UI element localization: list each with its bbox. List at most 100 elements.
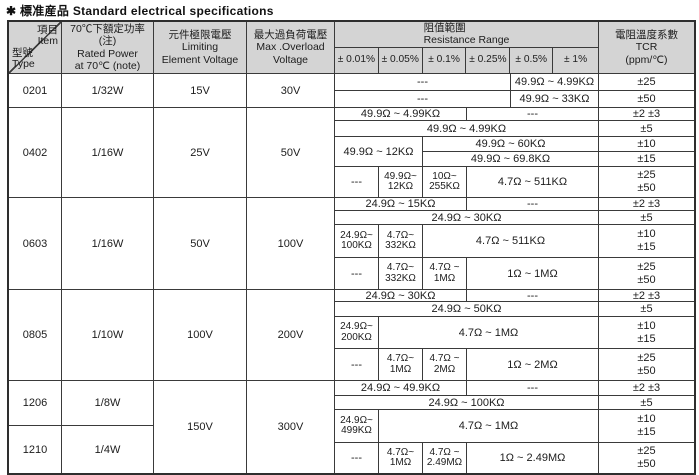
header-tolerance-05: ± 0.5% [510, 47, 554, 73]
resistance-cell: --- [335, 349, 379, 380]
block-1206-1210: 1206 1210 1/8W 1/4W 150V 300V 24.9Ω ~ 49… [9, 381, 694, 473]
tcr-cell: ±50 [637, 93, 656, 105]
block-0805: 0805 1/10W 100V 200V 24.9Ω ~ 30KΩ --- ±2… [9, 290, 694, 381]
resistance-cell: 24.9Ω~ 100KΩ [335, 225, 379, 257]
tcr-cell: ±2 ±3 [632, 382, 661, 394]
type-cell: 0603 [9, 198, 62, 289]
resistance-cell: --- [335, 443, 379, 473]
resistance-cell: --- [467, 290, 599, 302]
resistance-cell: 24.9Ω ~ 15KΩ [335, 198, 467, 210]
resistance-cell: 10Ω~ 255KΩ [423, 167, 467, 197]
resistance-cell: 24.9Ω ~ 50KΩ [335, 302, 599, 316]
corner-item-label: 項目 Item [37, 24, 58, 47]
overload-cell: 30V [247, 74, 335, 107]
tcr-cell: ±25 ±50 [637, 445, 656, 470]
overload-cell: 50V [247, 108, 335, 197]
power-cell: 1/32W [62, 74, 154, 107]
header-rated-power: 70℃下額定功率(注) Rated Power at 70℃ (note) [62, 22, 154, 73]
resistance-cell: 24.9Ω~ 499KΩ [335, 410, 379, 442]
tcr-cell: ±25 ±50 [637, 169, 656, 194]
header-tcr: 電阻溫度系數 TCR (ppm/℃) [615, 28, 678, 66]
resistance-cell: --- [467, 381, 599, 395]
header-tolerance-row: ± 0.01% ± 0.05% ± 0.1% ± 0.25% ± 0.5% ± … [335, 47, 598, 73]
resistance-cell: 4.7Ω ~ 2MΩ [423, 349, 467, 380]
resistance-cell: 4.7Ω ~ 1MΩ [379, 317, 599, 348]
type-cell: 0805 [9, 290, 62, 380]
resistance-cell: 1Ω ~ 1MΩ [467, 258, 599, 289]
overload-cell: 100V [247, 198, 335, 289]
header-tolerance-1: ± 1% [563, 54, 588, 66]
header-limiting-voltage: 元件極限電壓 Limiting Element Voltage [154, 22, 247, 73]
header-tolerance-01: ± 0.1% [423, 47, 467, 73]
limiting-cell: 25V [154, 108, 247, 197]
page-title: ✱ 標准産品 Standard electrical specification… [6, 4, 274, 18]
resistance-cell: --- [467, 198, 599, 210]
header-resistance-range: 阻值範圍 Resistance Range [335, 22, 598, 48]
tcr-cell: ±15 [637, 152, 656, 165]
header-tolerance-005: ± 0.05% [379, 47, 423, 73]
header-overload-voltage: 最大過負荷電壓 Max .Overload Voltage [247, 22, 335, 73]
tcr-cell: ±2 ±3 [632, 289, 661, 302]
resistance-cell: 24.9Ω ~ 49.9KΩ [335, 381, 467, 395]
resistance-cell: 1Ω ~ 2MΩ [467, 349, 599, 380]
tcr-cell: ±10 [637, 137, 656, 150]
resistance-cell: 1Ω ~ 2.49MΩ [467, 443, 599, 473]
resistance-cell: 49.9Ω ~ 33KΩ [511, 91, 599, 107]
limiting-cell: 50V [154, 198, 247, 289]
tcr-cell: ±10 ±15 [637, 413, 656, 438]
resistance-cell: 49.9Ω~ 12KΩ [379, 167, 423, 197]
resistance-cell: 49.9Ω ~ 12KΩ [335, 137, 423, 166]
resistance-cell: 4.7Ω~ 332KΩ [379, 225, 423, 257]
block-0201: 0201 1/32W 15V 30V --- 49.9Ω ~ 4.99KΩ ±2… [9, 74, 694, 108]
resistance-cell: 4.7Ω~ 332KΩ [379, 258, 423, 289]
power-cell: 1/4W [94, 443, 121, 456]
limiting-cell: 15V [154, 74, 247, 107]
overload-cell: 300V [247, 381, 335, 473]
tcr-cell: ±25 ±50 [637, 351, 656, 377]
resistance-cell: 4.7Ω~ 1MΩ [379, 349, 423, 380]
resistance-cell: --- [335, 74, 511, 90]
tcr-cell: ±10 ±15 [637, 319, 656, 345]
resistance-cell: 4.7Ω ~ 511KΩ [467, 167, 599, 197]
resistance-cell: 4.7Ω ~ 511KΩ [423, 225, 599, 257]
header-corner: 項目 Item 型號 Type [9, 22, 62, 73]
resistance-cell: 24.9Ω ~ 100KΩ [335, 396, 599, 409]
resistance-cell: 4.7Ω ~ 1MΩ [379, 410, 599, 442]
resistance-cell: 49.9Ω ~ 69.8KΩ [423, 151, 599, 166]
type-cell: 0402 [9, 108, 62, 197]
tcr-cell: ±2 ±3 [632, 108, 661, 120]
tcr-cell: ±5 [640, 396, 653, 409]
power-cell: 1/16W [62, 108, 154, 197]
header-tolerance-001: ± 0.01% [335, 47, 379, 73]
resistance-cell: 4.7Ω ~ 2.49MΩ [423, 443, 467, 473]
overload-cell: 200V [247, 290, 335, 380]
corner-type-label: 型號 Type [12, 47, 35, 70]
header-resistance-range-group: 阻值範圍 Resistance Range ± 0.01% ± 0.05% ± … [335, 22, 599, 73]
resistance-cell: --- [467, 108, 599, 120]
resistance-cell: 4.7Ω ~ 1MΩ [423, 258, 467, 289]
resistance-cell: 49.9Ω ~ 4.99KΩ [335, 121, 599, 136]
type-cell: 1210 [22, 443, 48, 456]
type-cell: 1206 [9, 381, 61, 426]
limiting-cell: 100V [154, 290, 247, 380]
tcr-cell: ±5 [640, 303, 653, 315]
tcr-cell: ±2 ±3 [632, 198, 661, 210]
resistance-cell: 49.9Ω ~ 4.99KΩ [511, 74, 599, 90]
spec-table: 項目 Item 型號 Type 70℃下額定功率(注) Rated Power at… [7, 20, 696, 475]
block-0402: 0402 1/16W 25V 50V 49.9Ω ~ 4.99KΩ --- ±2… [9, 108, 694, 198]
resistance-cell: 49.9Ω ~ 60KΩ [423, 137, 599, 151]
resistance-cell: --- [335, 91, 511, 107]
tcr-cell: ±5 [640, 122, 653, 135]
resistance-cell: --- [335, 258, 379, 289]
resistance-cell: 4.7Ω~ 1MΩ [379, 443, 423, 473]
type-cell: 0201 [9, 74, 62, 107]
resistance-cell: --- [335, 167, 379, 197]
resistance-cell: 24.9Ω~ 200KΩ [335, 317, 379, 348]
table-header: 項目 Item 型號 Type 70℃下額定功率(注) Rated Power at… [9, 22, 694, 74]
power-cell: 1/8W [62, 381, 153, 426]
power-cell: 1/10W [62, 290, 154, 380]
power-cell: 1/16W [62, 198, 154, 289]
header-tolerance-025: ± 0.25% [466, 47, 511, 73]
resistance-cell: 24.9Ω ~ 30KΩ [335, 290, 467, 302]
tcr-cell: ±10 ±15 [637, 228, 656, 253]
